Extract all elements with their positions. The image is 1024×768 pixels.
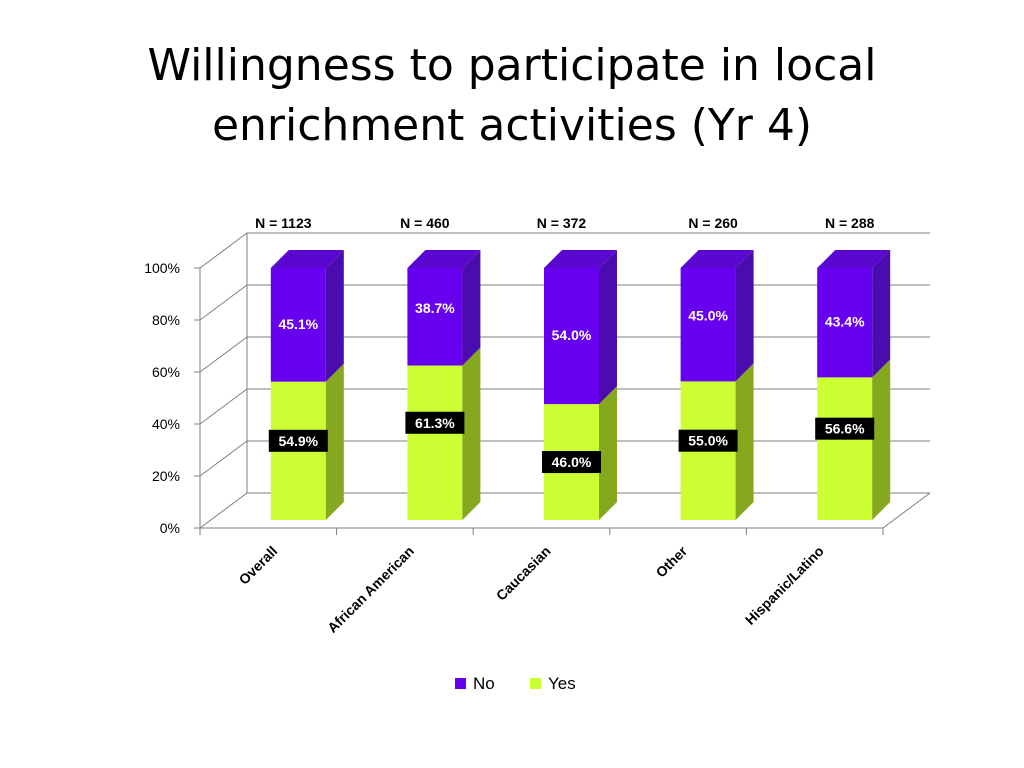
sample-size-label: N = 372: [537, 215, 587, 231]
y-tick-label: 20%: [152, 468, 180, 484]
bar-no-top: [817, 250, 891, 268]
data-label-yes: 46.0%: [552, 454, 592, 470]
bar-no-top: [680, 250, 754, 268]
gridline-depth: [199, 440, 248, 477]
data-label-no: 43.4%: [825, 314, 865, 330]
bar-no-side: [462, 250, 481, 366]
legend-swatch-no: [455, 678, 466, 689]
data-label-yes-box: [268, 429, 328, 452]
legend-swatch-yes: [530, 678, 541, 689]
bar-yes-side: [735, 363, 754, 520]
y-tick-label: 100%: [144, 260, 180, 276]
bar-yes-side: [325, 363, 344, 520]
bar-yes-side: [599, 386, 617, 520]
data-label-no: 45.0%: [688, 308, 728, 324]
data-label-no: 54.0%: [552, 327, 592, 343]
y-tick-label: 0%: [160, 520, 180, 536]
bar-no-front: [817, 268, 873, 378]
bar-no-side: [325, 250, 344, 382]
data-label-yes-box: [405, 411, 465, 434]
bar-no-side: [599, 250, 617, 405]
gridline-depth: [199, 232, 248, 269]
legend-label-yes: Yes: [548, 674, 576, 693]
bar-no-front: [407, 268, 463, 366]
sample-size-label: N = 1123: [255, 215, 312, 231]
y-tick-label: 80%: [152, 312, 180, 328]
data-label-no: 45.1%: [278, 316, 318, 332]
bar-no-front: [680, 268, 736, 382]
floor-edge: [882, 492, 931, 529]
legend-label-no: No: [473, 674, 495, 693]
bar-yes-side: [462, 347, 481, 520]
title-line-2: enrichment activities (Yr 4): [211, 100, 813, 151]
bar-yes-front: [407, 365, 463, 520]
bar-yes-front: [817, 377, 873, 520]
sample-size-label: N = 260: [688, 215, 738, 231]
data-label-yes-box: [815, 417, 875, 440]
page-title: Willingness to participate in local enri…: [62, 36, 962, 156]
bar-yes-side: [872, 359, 891, 520]
gridline-depth: [199, 388, 248, 425]
data-label-yes: 56.6%: [825, 421, 865, 437]
data-label-yes: 54.9%: [278, 433, 318, 449]
gridline-depth: [199, 336, 248, 373]
title-line-1: Willingness to participate in local: [147, 40, 877, 91]
gridline-depth: [199, 492, 248, 529]
bar-no-top: [544, 250, 617, 268]
sample-size-label: N = 460: [400, 215, 450, 231]
sample-size-label: N = 288: [825, 215, 875, 231]
bar-no-top: [270, 250, 344, 268]
x-category-label: Caucasian: [493, 543, 554, 604]
data-label-yes-box: [678, 429, 738, 452]
data-label-yes-box: [542, 451, 601, 474]
data-label-yes: 61.3%: [415, 415, 455, 431]
data-label-no: 38.7%: [415, 300, 455, 316]
bar-no-front: [544, 268, 599, 405]
gridline-depth: [199, 284, 248, 321]
y-tick-label: 40%: [152, 416, 180, 432]
bar-no-side: [872, 250, 891, 378]
y-tick-label: 60%: [152, 364, 180, 380]
x-category-label: Hispanic/Latino: [742, 543, 827, 628]
x-category-label: Other: [653, 542, 691, 580]
bar-no-side: [735, 250, 754, 382]
bar-no-top: [407, 250, 481, 268]
x-category-label: Overall: [236, 543, 281, 588]
data-label-yes: 55.0%: [688, 433, 728, 449]
bar-no-front: [270, 268, 326, 382]
x-category-label: African American: [324, 543, 417, 636]
